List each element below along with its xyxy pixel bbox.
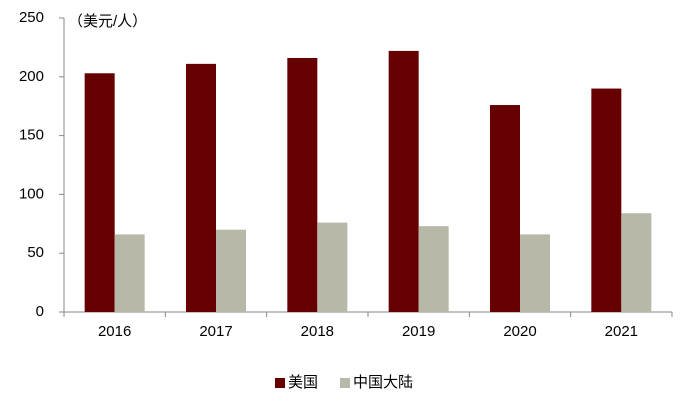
x-tick-label: 2019	[402, 323, 435, 340]
bar	[591, 88, 622, 312]
bar	[621, 213, 652, 312]
legend-label: 美国	[288, 374, 318, 391]
bar	[216, 229, 246, 312]
x-tick-label: 2016	[98, 323, 131, 340]
bar	[317, 222, 348, 312]
bar	[84, 73, 115, 312]
y-tick-label: 100	[19, 185, 44, 202]
bar	[186, 63, 216, 312]
bar	[490, 105, 520, 312]
y-tick-label: 50	[27, 244, 44, 261]
legend-swatch	[275, 378, 285, 388]
x-tick-label: 2017	[199, 323, 232, 340]
legend-label: 中国大陆	[353, 374, 413, 391]
x-tick-label: 2020	[503, 323, 536, 340]
bar	[388, 50, 419, 312]
x-tick-label: 2018	[301, 323, 334, 340]
x-tick-label: 2021	[605, 323, 638, 340]
y-axis-unit: （美元/人）	[68, 13, 147, 30]
y-tick-label: 200	[19, 68, 44, 85]
legend-swatch	[340, 378, 351, 388]
bar	[287, 57, 318, 312]
bar	[520, 234, 550, 312]
y-tick-label: 0	[36, 303, 44, 320]
bar	[418, 226, 449, 312]
y-tick-label: 150	[19, 127, 44, 144]
bar	[114, 234, 145, 312]
y-tick-label: 250	[19, 9, 44, 26]
